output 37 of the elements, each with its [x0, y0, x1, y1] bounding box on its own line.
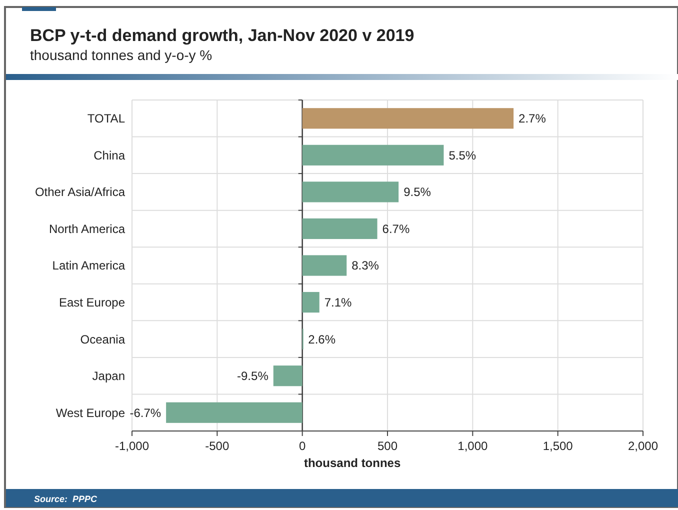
bar: [302, 108, 514, 129]
x-tick-label: 2,000: [628, 439, 658, 453]
x-tick-label: 1,000: [458, 439, 488, 453]
annotation: 2.6%: [308, 332, 336, 346]
annotation: -9.5%: [237, 369, 269, 384]
x-tick-label: -500: [205, 439, 230, 453]
annotation: 6.7%: [382, 222, 410, 236]
annotation: 2.7%: [518, 112, 546, 126]
y-tick-label: China: [94, 148, 126, 162]
x-tick-label: 0: [298, 439, 306, 453]
bar: [302, 144, 444, 166]
source-note: Source: PPPC: [34, 494, 98, 504]
chart-title: BCP y-t-d demand growth, Jan-Nov 2020 v 2019: [30, 26, 414, 45]
bar: [302, 218, 378, 240]
bar: [302, 292, 320, 313]
y-tick-label: Oceania: [80, 332, 126, 346]
y-tick-label: Other Asia/Africa: [34, 185, 126, 200]
annotation: 7.1%: [324, 295, 352, 310]
bar: [166, 402, 302, 423]
y-tick-label: Latin America: [52, 258, 126, 273]
chart-subtitle: thousand tonnes and y-o-y %: [30, 47, 212, 63]
y-tick-label: North America: [48, 222, 126, 236]
x-tick-label: 500: [377, 439, 398, 453]
annotation: 5.5%: [448, 148, 476, 162]
bar: [302, 182, 399, 202]
annotation: 8.3%: [352, 258, 380, 273]
bar: [273, 366, 302, 386]
y-tick-label: TOTAL: [87, 112, 126, 126]
x-tick-label: 1,500: [542, 439, 574, 453]
annotation: -6.7%: [130, 406, 162, 420]
x-tick-label: -1,000: [114, 439, 150, 453]
y-tick-label: East Europe: [58, 295, 126, 310]
y-tick-label: Japan: [92, 369, 125, 384]
x-axis-title: thousand tonnes: [304, 456, 401, 470]
bar: [302, 255, 347, 276]
y-tick-label: West Europe: [56, 406, 126, 420]
annotation: 9.5%: [404, 185, 432, 200]
